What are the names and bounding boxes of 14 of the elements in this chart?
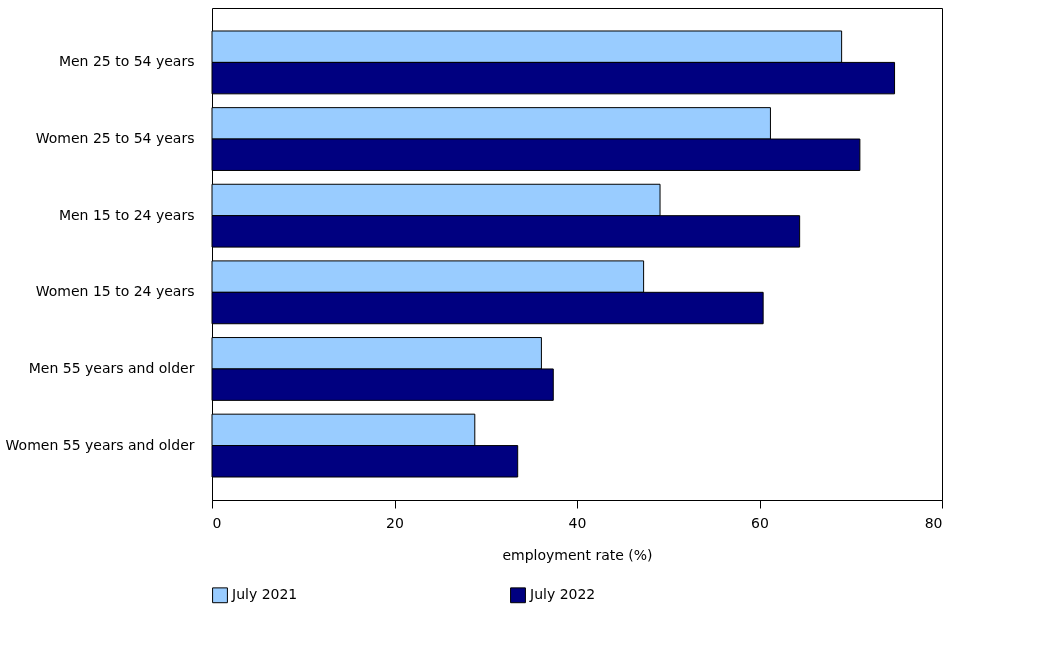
x-tick-label: 40 <box>568 514 587 531</box>
x-tick-label: 0 <box>212 514 222 531</box>
x-tick-label: 20 <box>386 514 404 531</box>
x-tick-label: 60 <box>751 514 769 531</box>
legend-label: July 2022 <box>529 586 596 603</box>
x-axis-title: employment rate (%) <box>502 546 653 563</box>
y-tick-label: Women 25 to 54 years <box>35 130 195 147</box>
y-tick-label: Men 15 to 24 years <box>58 206 195 223</box>
y-tick-label: Women 15 to 24 years <box>35 283 195 300</box>
y-tick-label: Men 55 years and older <box>28 359 195 376</box>
legend-label: July 2021 <box>231 586 298 603</box>
y-tick-label: Men 25 to 54 years <box>58 53 195 70</box>
y-tick-label: Women 55 years and older <box>5 436 195 453</box>
x-tick-label: 80 <box>924 514 943 531</box>
